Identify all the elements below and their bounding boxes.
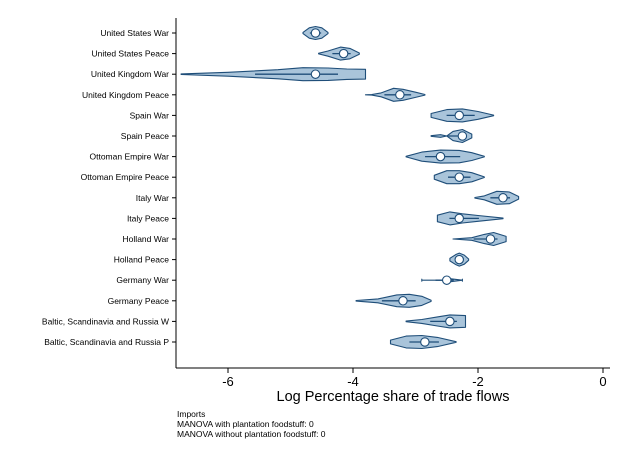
y-label-germany-peace: Germany Peace [108,296,170,306]
x-tick-label: -6 [222,374,234,389]
median-marker-spain-war [454,110,464,121]
y-label-spain-war: Spain War [130,110,170,120]
y-label-spain-peace: Spain Peace [121,131,169,141]
y-label-united-kingdom-peace: United Kingdom Peace [82,90,169,100]
y-tick-labels: United States War United States Peace Unit… [42,28,176,347]
y-label-united-kingdom-war: United Kingdom War [91,69,169,79]
median-marker-united-states-peace [338,48,349,59]
y-label-united-states-war: United States War [100,28,169,38]
median-marker-united-kingdom-war [310,69,321,79]
y-label-germany-war: Germany War [116,275,169,285]
violins [180,25,520,350]
y-label-baltic-scandinavia-and-russia-w: Baltic, Scandinavia and Russia W [42,316,169,326]
median-marker-spain-peace [457,131,468,141]
y-label-ottoman-empire-peace: Ottoman Empire Peace [81,172,170,182]
median-marker-holland-war [485,234,496,244]
median-marker-ottoman-empire-war [435,151,446,162]
note-manova-without: MANOVA without plantation foodstuff: 0 [177,429,326,439]
x-axis-ticks: -6 -4 -2 0 [222,368,607,389]
x-tick-label: 0 [599,374,606,389]
y-label-italy-war: Italy War [136,193,169,203]
median-marker-baltic-scandinavia-and-russia-w [445,316,455,327]
y-label-italy-peace: Italy Peace [127,213,169,223]
y-label-ottoman-empire-war: Ottoman Empire War [89,152,169,162]
median-marker-baltic-scandinavia-and-russia-p [420,337,430,347]
median-marker-united-kingdom-peace [395,90,405,100]
median-marker-holland-peace [454,254,464,265]
median-marker-ottoman-empire-peace [454,172,464,182]
x-axis-label: Log Percentage share of trade flows [277,389,510,405]
y-label-baltic-scandinavia-and-russia-p: Baltic, Scandinavia and Russia P [44,337,169,347]
median-marker-germany-war [441,275,452,285]
median-marker-united-states-war [310,28,321,38]
median-marker-italy-war [498,193,508,203]
median-marker-germany-peace [398,296,408,306]
note-imports: Imports [177,409,206,419]
y-label-holland-peace: Holland Peace [114,255,170,265]
median-marker-italy-peace [454,213,464,224]
x-tick-label: -4 [347,374,359,389]
x-tick-label: -2 [472,374,484,389]
y-label-united-states-peace: United States Peace [92,49,170,59]
note-manova-with: MANOVA with plantation foodstuff: 0 [177,419,314,429]
y-label-holland-war: Holland War [123,234,170,244]
